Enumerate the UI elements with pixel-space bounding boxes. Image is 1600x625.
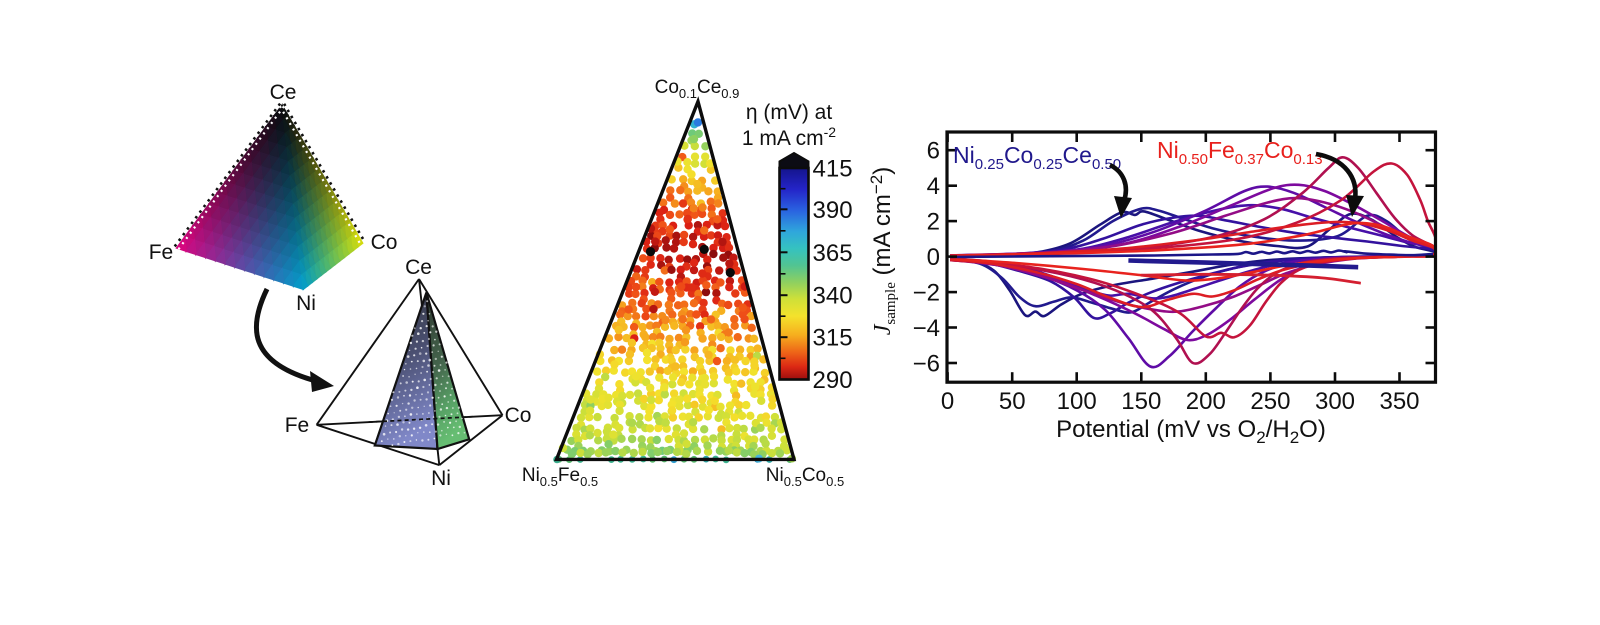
svg-text:Co: Co [371,231,398,254]
svg-text:Fe: Fe [149,241,174,264]
svg-text:415: 415 [813,156,853,183]
svg-text:Ce: Ce [270,81,297,104]
svg-text:340: 340 [813,283,853,310]
svg-text:−4: −4 [913,315,940,342]
svg-text:−6: −6 [913,351,940,378]
svg-text:150: 150 [1121,388,1161,415]
svg-text:200: 200 [1186,388,1226,415]
svg-text:350: 350 [1379,388,1419,415]
svg-text:315: 315 [813,325,853,352]
svg-text:Jsample (mA cm−2): Jsample (mA cm−2) [867,167,899,336]
svg-text:365: 365 [813,240,853,267]
svg-text:η (mV) at: η (mV) at [746,101,833,124]
svg-text:Ni0.5Fe0.5: Ni0.5Fe0.5 [522,465,598,489]
svg-text:2: 2 [927,209,940,236]
svg-text:390: 390 [813,197,853,224]
svg-text:290: 290 [813,367,853,394]
svg-text:0: 0 [927,244,940,271]
svg-text:Fe: Fe [285,414,310,437]
svg-text:250: 250 [1250,388,1290,415]
svg-text:Ni: Ni [296,292,316,315]
svg-text:6: 6 [927,138,940,165]
svg-text:100: 100 [1057,388,1097,415]
svg-text:0: 0 [941,388,954,415]
svg-text:Co: Co [505,404,532,427]
svg-text:Ce: Ce [405,256,432,279]
svg-text:300: 300 [1315,388,1355,415]
svg-text:Co0.1Ce0.9: Co0.1Ce0.9 [655,77,740,101]
svg-text:4: 4 [927,173,940,200]
svg-text:Ni: Ni [431,467,451,490]
svg-text:50: 50 [999,388,1026,415]
svg-text:−2: −2 [913,280,940,307]
svg-text:Potential (mV vs O2/H2O): Potential (mV vs O2/H2O) [1056,416,1326,447]
svg-text:1 mA cm-2: 1 mA cm-2 [742,124,836,150]
svg-text:Ni0.5Co0.5: Ni0.5Co0.5 [766,465,844,489]
